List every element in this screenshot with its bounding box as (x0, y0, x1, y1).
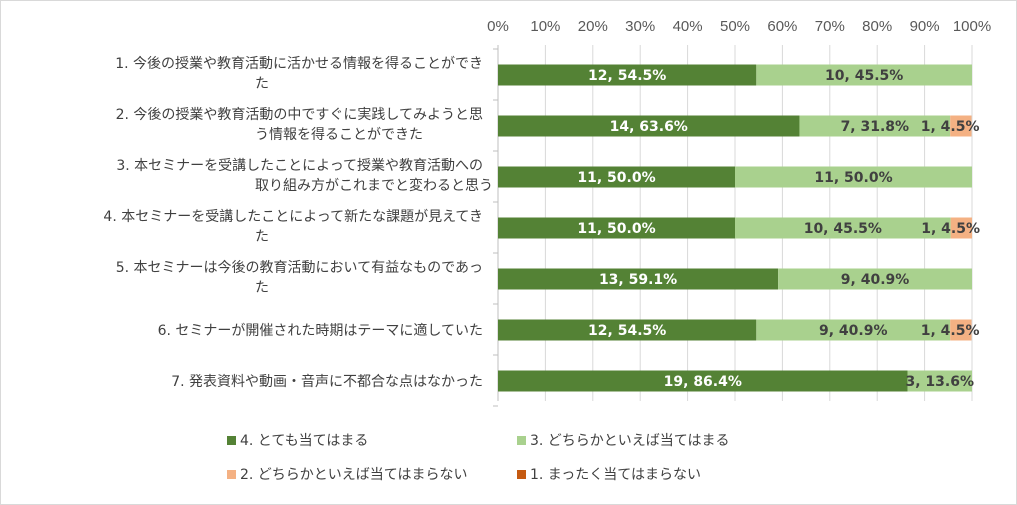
data-label: 3, 13.6% (906, 374, 975, 390)
legend-swatch (227, 470, 236, 479)
x-tick-label: 80% (862, 18, 892, 35)
data-label: 7, 31.8% (841, 119, 910, 135)
bar-segment (950, 319, 972, 341)
legend-swatch (517, 470, 526, 479)
bar-segment (950, 217, 972, 239)
legend-label: 1. まったく当てはまらない (530, 467, 701, 483)
x-tick-label: 30% (625, 18, 655, 35)
data-label: 10, 45.5% (825, 68, 903, 84)
data-label: 1, 4.5% (921, 323, 980, 339)
data-label: 12, 54.5% (588, 68, 666, 84)
x-tick-label: 10% (530, 18, 560, 35)
category-label-line2: た (255, 229, 269, 245)
bar-segment (498, 115, 800, 137)
data-label: 12, 54.5% (588, 323, 666, 339)
bar-segment (735, 166, 972, 188)
bar-segment (498, 370, 908, 392)
data-label: 14, 63.6% (610, 119, 688, 135)
data-label: 11, 50.0% (577, 170, 655, 186)
category-label: 2. 今後の授業や教育活動の中ですぐに実践してみようと思 (116, 107, 483, 123)
x-tick-label: 0% (487, 18, 509, 35)
bar-segment (907, 370, 972, 392)
data-label: 11, 50.0% (814, 170, 892, 186)
data-label: 1, 4.5% (921, 221, 980, 237)
legend-label: 4. とても当てはまる (240, 433, 368, 449)
x-tick-label: 50% (720, 18, 750, 35)
category-label: 4. 本セミナーを受講したことによって新たな課題が見えてき (103, 209, 483, 225)
category-label: 6. セミナーが開催された時期はテーマに適していた (158, 322, 483, 339)
x-tick-label: 60% (767, 18, 797, 35)
bar-segment (778, 268, 972, 290)
category-label-line2: 取り組み方がこれまでと変わると思う (255, 177, 493, 194)
data-label: 13, 59.1% (599, 272, 677, 288)
data-label: 19, 86.4% (664, 374, 742, 390)
x-tick-label: 20% (578, 18, 608, 35)
legend-swatch (227, 436, 236, 445)
category-label-line2: う情報を得ることができた (255, 126, 423, 143)
category-label-line2: た (255, 76, 269, 92)
data-label: 11, 50.0% (577, 221, 655, 237)
bar-segment (498, 166, 735, 188)
category-label: 5. 本セミナーは今後の教育活動において有益なものであっ (116, 260, 483, 276)
data-label: 10, 45.5% (804, 221, 882, 237)
legend-label: 3. どちらかといえば当てはまる (530, 433, 730, 449)
category-label: 7. 発表資料や動画・音声に不都合な点はなかった (171, 373, 483, 390)
data-label: 9, 40.9% (819, 323, 888, 339)
data-label: 1, 4.5% (921, 119, 980, 135)
x-tick-label: 70% (815, 18, 845, 35)
data-label: 9, 40.9% (841, 272, 910, 288)
bar-segment (498, 268, 779, 290)
bar-segment (756, 64, 972, 86)
x-tick-label: 40% (673, 18, 703, 35)
legend-swatch (517, 436, 526, 445)
category-label-line2: た (255, 280, 269, 296)
x-tick-label: 90% (910, 18, 940, 35)
bar-segment (498, 319, 757, 341)
bar-segment (735, 217, 951, 239)
category-label: 3. 本セミナーを受講したことによって授業や教育活動への (116, 158, 483, 174)
category-label: 1. 今後の授業や教育活動に活かせる情報を得ることができ (115, 55, 483, 72)
x-tick-label: 100% (953, 18, 991, 35)
bar-segment (498, 64, 757, 86)
legend-label: 2. どちらかといえば当てはまらない (240, 467, 468, 483)
bar-segment (950, 115, 972, 137)
bar-segment (498, 217, 735, 239)
bar-segment (799, 115, 951, 137)
bar-segment (756, 319, 951, 341)
